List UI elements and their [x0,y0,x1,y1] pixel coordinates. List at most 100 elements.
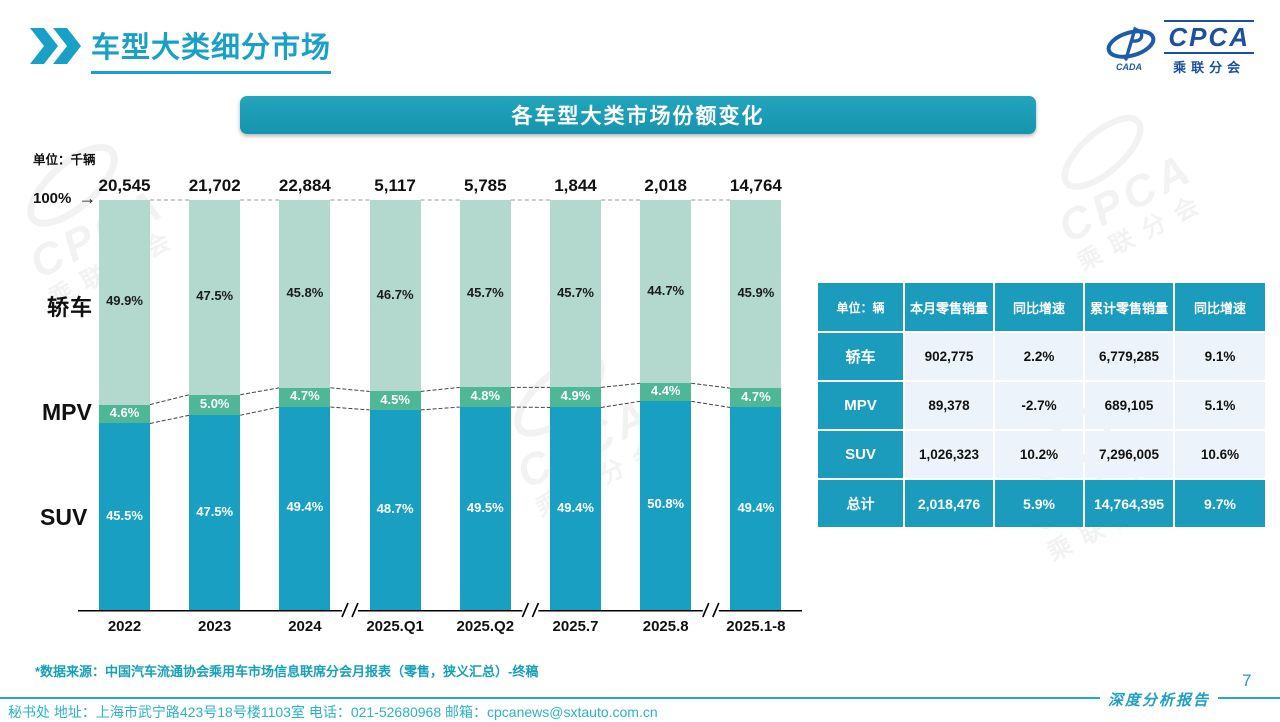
bar-segment-suv [550,407,601,610]
bar-total-value: 5,785 [440,176,531,196]
right-arrow-icon: → [78,189,96,207]
table-cell: 10.2% [995,431,1083,478]
bar-segment-sedan [550,200,601,387]
cada-logo-icon: CADA [1104,24,1158,72]
bar-total-value: 14,764 [710,176,801,196]
bar-segment-label-suv: 50.8% [630,496,701,511]
bar-segment-suv [370,410,421,610]
table-cell: 9.1% [1175,333,1265,380]
table-cell: 2,018,476 [905,480,993,527]
bar-segment-label-mpv: 4.4% [630,383,701,398]
x-axis-label: 2025.Q2 [435,618,536,635]
bar-segment-mpv [370,391,421,409]
bar-total-value: 21,702 [169,176,260,196]
bar-segment-label-sedan: 47.5% [179,288,250,303]
x-axis-label: 2025.7 [525,618,626,635]
header: 车型大类细分市场 [30,24,331,74]
chart-unit-label: 单位：千辆 [33,149,96,168]
bar-segment-sedan [730,200,781,388]
bar-segment-sedan [640,200,691,383]
bar-segment-label-sedan: 45.7% [450,285,521,300]
cada-ellipse-icon [5,130,140,240]
x-axis-label: 2025.Q1 [345,618,446,635]
logo-subtitle: 乘联分会 [1173,57,1245,76]
data-source-note: *数据来源：中国汽车流通协会乘用车市场信息联席分会月报表（零售，狭义汇总）-终稿 [35,661,538,680]
series-label-mpv: MPV [42,399,92,426]
table-column-header: 本月零售销量 [905,283,993,331]
table-column-header: 同比增速 [1175,283,1265,331]
bar-segment-suv [189,415,240,610]
table-row-label: 轿车 [818,333,903,380]
bar-segment-mpv [550,387,601,407]
cada-ellipse-icon [492,340,627,450]
bar-segment-sedan [460,200,511,387]
bar-segment-label-suv: 45.5% [89,508,160,523]
hundred-percent-text: 100% [33,190,71,207]
bar-total-value: 22,884 [259,176,350,196]
logo-cpca-text: CPCA [1164,20,1254,54]
page-number: 7 [1242,671,1251,691]
bar-segment-label-sedan: 44.7% [630,283,701,298]
x-axis-label: 2022 [74,618,175,635]
table-cell: 14,764,395 [1085,480,1173,527]
page-title: 车型大类细分市场 [91,24,331,74]
x-axis-label: 2024 [254,618,355,635]
bar-segment-label-mpv: 4.6% [89,405,160,420]
bar-segment-suv [730,407,781,610]
cada-ellipse-icon [1041,102,1164,202]
table-cell: 902,775 [905,333,993,380]
table-row-label: 总计 [818,480,903,527]
bar-segment-suv [460,407,511,610]
bar-segment-mpv [279,388,330,407]
bar-segment-mpv [189,395,240,416]
table-cell: 2.2% [995,333,1083,380]
bar-segment-mpv [99,405,150,424]
table-cell: 689,105 [1085,382,1173,429]
watermark-cpca-text: CPCA [510,392,659,497]
watermark-sub-text: 乘联分会 [1072,185,1215,278]
bar-segment-label-sedan: 46.7% [360,287,431,302]
bar-segment-label-mpv: 4.7% [269,388,340,403]
table-cell: 9.7% [1175,480,1265,527]
bar-segment-sedan [370,200,421,391]
bar-segment-sedan [189,200,240,395]
bar-total-value: 2,018 [620,176,711,196]
table-cell: 1,026,323 [905,431,993,478]
bar-segment-label-sedan: 49.9% [89,293,160,308]
table-cell: -2.7% [995,382,1083,429]
bottom-divider [0,697,1280,699]
bar-segment-label-sedan: 45.9% [720,285,791,300]
bar-segment-label-suv: 49.4% [720,500,791,515]
table-column-header: 累计零售销量 [1085,283,1173,331]
x-axis-label: 2025.8 [615,618,716,635]
bar-segment-label-suv: 48.7% [360,501,431,516]
secretariat-contact: 秘书处 地址：上海市武宁路423号18号楼1103室 电话：021-526809… [8,702,658,722]
series-label-suv: SUV [40,504,87,531]
bar-segment-label-mpv: 4.7% [720,389,791,404]
cpca-watermark: CPCA 乘联分会 [481,335,673,525]
table-cell: 5.9% [995,480,1083,527]
bar-segment-mpv [460,387,511,407]
double-chevron-icon [30,28,81,64]
bar-total-value: 1,844 [530,176,621,196]
table-cell: 89,378 [905,382,993,429]
bar-segment-label-sedan: 45.7% [540,285,611,300]
table-row-label: SUV [818,431,903,478]
chevron-right-icon [30,28,58,64]
bar-segment-mpv [730,388,781,407]
watermark-cpca-text: CPCA [1052,146,1201,251]
table-unit-header: 单位：辆 [818,283,903,331]
bar-segment-suv [279,407,330,610]
series-label-sedan: 轿车 [47,290,93,322]
table-cell: 5.1% [1175,382,1265,429]
table-cell: 10.6% [1175,431,1265,478]
bar-segment-sedan [279,200,330,388]
table-cell: 6,779,285 [1085,333,1173,380]
cpca-logo: CADA CPCA 乘联分会 [1104,20,1254,76]
bar-segment-label-suv: 47.5% [179,504,250,519]
chart-title-banner: 各车型大类市场份额变化 [240,96,1036,134]
x-axis-label: 2023 [164,618,265,635]
bar-segment-label-suv: 49.5% [450,500,521,515]
report-type-label: 深度分析报告 [1100,689,1218,710]
x-axis-label: 2025.1-8 [705,618,806,635]
